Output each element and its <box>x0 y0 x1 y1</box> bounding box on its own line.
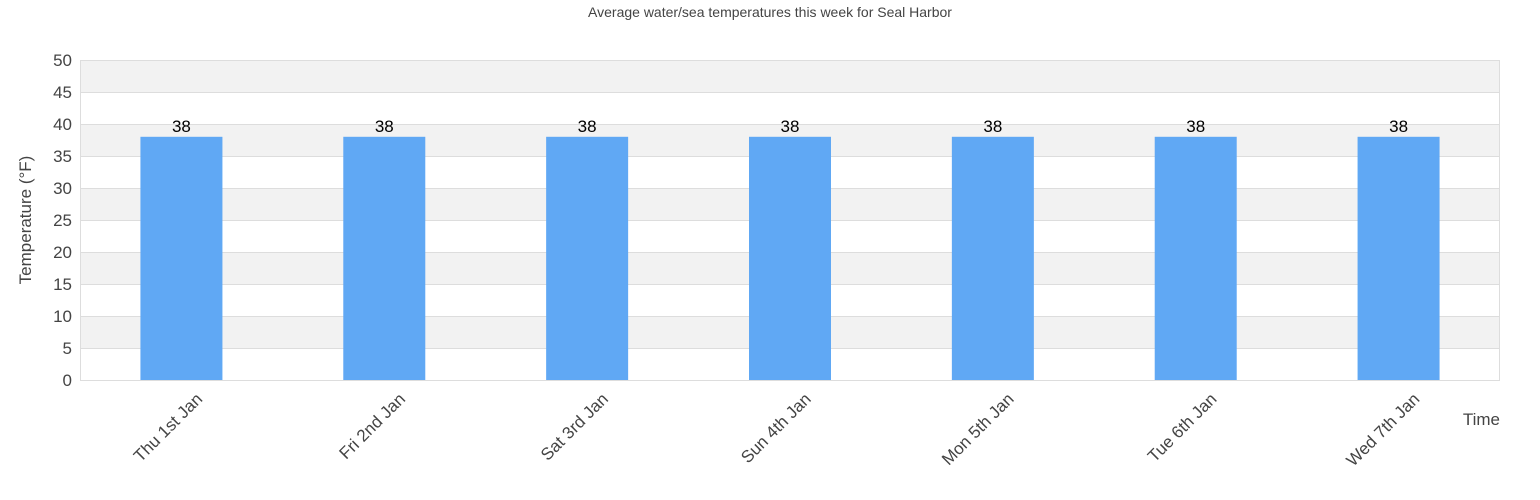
y-tick-label: 40 <box>53 115 72 134</box>
bar-value-label: 38 <box>983 117 1002 136</box>
bar-value-label: 38 <box>172 117 191 136</box>
y-axis-ticks: 0 5 10 15 20 25 30 35 40 45 50 <box>53 51 72 390</box>
x-tick-label: Fri 2nd Jan <box>336 389 410 463</box>
bar[interactable] <box>343 136 426 380</box>
bar[interactable] <box>1154 136 1237 380</box>
y-tick-label: 45 <box>53 83 72 102</box>
grid-band <box>80 60 1500 92</box>
chart-title: Average water/sea temperatures this week… <box>588 4 952 20</box>
bars: 38 38 38 38 38 38 38 <box>140 117 1440 380</box>
y-tick-label: 10 <box>53 307 72 326</box>
bar-value-label: 38 <box>375 117 394 136</box>
y-tick-label: 30 <box>53 179 72 198</box>
bar-value-label: 38 <box>578 117 597 136</box>
y-tick-label: 5 <box>63 339 72 358</box>
x-axis-ticks: Thu 1st Jan Fri 2nd Jan Sat 3rd Jan Sun 4th… <box>130 389 1423 470</box>
x-tick-label: Sun 4th Jan <box>737 389 815 467</box>
x-axis-label: Time <box>1463 410 1500 429</box>
bar-value-label: 38 <box>781 117 800 136</box>
y-tick-label: 50 <box>53 51 72 70</box>
x-tick-label: Sat 3rd Jan <box>537 389 612 464</box>
bar[interactable] <box>546 136 629 380</box>
y-tick-label: 25 <box>53 211 72 230</box>
x-tick-label: Mon 5th Jan <box>938 389 1018 469</box>
bar[interactable] <box>749 136 831 380</box>
y-tick-label: 35 <box>53 147 72 166</box>
y-tick-label: 15 <box>53 275 72 294</box>
y-tick-label: 20 <box>53 243 72 262</box>
x-tick-label: Tue 6th Jan <box>1144 389 1220 465</box>
y-axis-label: Temperature (°F) <box>16 156 35 285</box>
x-tick-label: Thu 1st Jan <box>130 389 206 465</box>
bar-value-label: 38 <box>1186 117 1205 136</box>
y-tick-label: 0 <box>63 371 72 390</box>
bar-value-label: 38 <box>1389 117 1408 136</box>
bar[interactable] <box>951 136 1034 380</box>
x-tick-label: Wed 7th Jan <box>1343 389 1424 470</box>
bar[interactable] <box>140 136 223 380</box>
bar[interactable] <box>1357 136 1440 380</box>
